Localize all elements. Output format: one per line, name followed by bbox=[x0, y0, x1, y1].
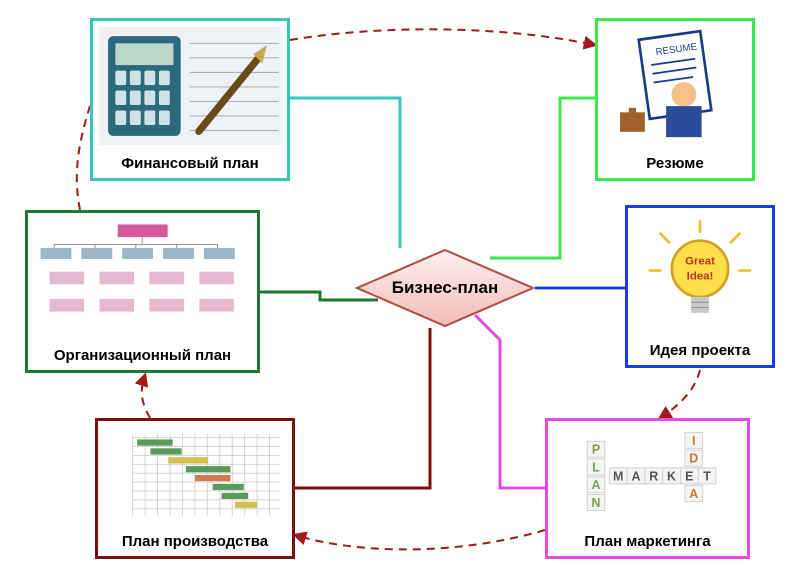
svg-text:M: M bbox=[613, 469, 623, 483]
svg-text:D: D bbox=[690, 452, 699, 466]
node-idea: Great Idea! Идея проекта bbox=[625, 205, 775, 368]
node-label-finance: Финансовый план bbox=[93, 151, 287, 178]
svg-text:P: P bbox=[592, 443, 600, 457]
svg-text:N: N bbox=[592, 496, 601, 510]
node-label-resume: Резюме bbox=[598, 151, 752, 178]
svg-text:Great: Great bbox=[685, 255, 715, 267]
svg-text:K: K bbox=[667, 469, 676, 483]
node-resume: RESUMEРезюме bbox=[595, 18, 755, 181]
center-label: Бизнес-план bbox=[392, 278, 499, 298]
edge-marketing-to-production bbox=[295, 530, 545, 549]
node-label-marketing: План маркетинга bbox=[548, 529, 747, 556]
edge-center-resume bbox=[490, 98, 595, 258]
edge-finance-to-resume bbox=[290, 29, 595, 45]
node-finance: Финансовый план bbox=[90, 18, 290, 181]
blocks-icon: PLANIDEAMARKET bbox=[548, 421, 747, 529]
svg-text:A: A bbox=[690, 487, 699, 501]
resume-person-icon: RESUME bbox=[598, 21, 752, 151]
node-label-org: Организационный план bbox=[28, 343, 257, 370]
calculator-pen-icon bbox=[93, 21, 287, 151]
center-node-business-plan: Бизнес-план bbox=[355, 248, 535, 328]
edge-idea-to-marketing bbox=[660, 370, 700, 418]
node-label-idea: Идея проекта bbox=[628, 338, 772, 365]
org-chart-icon bbox=[28, 213, 257, 343]
edge-center-finance bbox=[290, 98, 400, 248]
edge-center-production bbox=[295, 328, 430, 488]
node-marketing: PLANIDEAMARKETПлан маркетинга bbox=[545, 418, 750, 559]
node-org: Организационный план bbox=[25, 210, 260, 373]
node-label-production: План производства bbox=[98, 529, 292, 556]
svg-text:I: I bbox=[692, 434, 695, 448]
svg-text:E: E bbox=[686, 469, 694, 483]
edge-production-to-org bbox=[142, 375, 150, 418]
svg-text:A: A bbox=[632, 469, 641, 483]
svg-text:Idea!: Idea! bbox=[687, 270, 714, 282]
svg-text:R: R bbox=[650, 469, 659, 483]
node-production: План производства bbox=[95, 418, 295, 559]
svg-text:A: A bbox=[592, 478, 601, 492]
svg-text:L: L bbox=[593, 460, 601, 474]
svg-text:T: T bbox=[704, 469, 712, 483]
edge-center-marketing bbox=[475, 315, 545, 488]
lightbulb-icon: Great Idea! bbox=[628, 208, 772, 338]
gantt-icon bbox=[98, 421, 292, 529]
